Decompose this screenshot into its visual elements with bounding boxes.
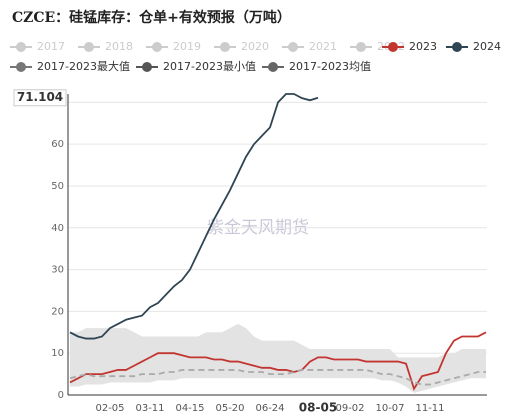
y-tick-label: 10 — [51, 348, 64, 359]
legend-label[interactable]: 2018 — [105, 40, 133, 53]
x-tick-label: 03-11 — [135, 403, 164, 414]
legend-hidden-icon — [84, 42, 94, 52]
series-line — [69, 331, 487, 391]
legend-label[interactable]: 2021 — [309, 40, 337, 53]
legend-label[interactable]: 2024 — [473, 40, 501, 53]
y-tick-label: 30 — [51, 265, 64, 276]
x-tick-label: 11-11 — [415, 403, 444, 414]
x-tick-label: 02-05 — [95, 403, 124, 414]
legend-icon — [388, 42, 398, 52]
legend-label[interactable]: 2017 — [37, 40, 65, 53]
x-tick-label: 10-07 — [375, 403, 404, 414]
legend-hidden-icon — [220, 42, 230, 52]
pointer-box — [13, 89, 67, 107]
x-tick-label: 04-15 — [175, 403, 204, 414]
legend-hidden-icon — [16, 42, 26, 52]
legend-hidden-icon — [356, 42, 366, 52]
y-tick-label: 40 — [51, 223, 64, 234]
legend-icon — [142, 62, 152, 72]
legend-label[interactable]: 2017-2023均值 — [289, 60, 371, 73]
legend-label[interactable]: 2019 — [173, 40, 201, 53]
x-tick-label: 06-24 — [255, 403, 284, 414]
legend-label[interactable]: 2017-2023最小值 — [163, 60, 256, 73]
y-tick-label: 0 — [58, 390, 64, 401]
y-tick-label: 20 — [51, 306, 64, 317]
x-pointer-box — [298, 400, 338, 416]
legend-icon — [452, 42, 462, 52]
legend-label[interactable]: 2017-2023最大值 — [37, 59, 130, 73]
x-tick-label: 08-05 — [299, 401, 337, 415]
chart-title: CZCE：硅锰库存：仓单+有效预报（万吨） — [12, 9, 291, 26]
legend-hidden-icon — [288, 42, 298, 52]
x-tick-label: 09-02 — [335, 403, 364, 414]
x-tick-label: 05-20 — [215, 403, 244, 414]
legend-hidden-icon — [152, 42, 162, 52]
series-line — [69, 93, 319, 340]
series-line — [69, 369, 486, 386]
y-tick-label: 60 — [51, 139, 64, 150]
legend-label[interactable]: 2020 — [241, 40, 269, 53]
pointer-label: 71.104 — [17, 90, 63, 104]
legend-label[interactable]: 2023 — [409, 40, 437, 53]
y-tick-label: 50 — [51, 181, 64, 192]
range-band — [70, 323, 486, 393]
legend-icon — [268, 62, 278, 72]
legend-icon — [16, 62, 26, 72]
